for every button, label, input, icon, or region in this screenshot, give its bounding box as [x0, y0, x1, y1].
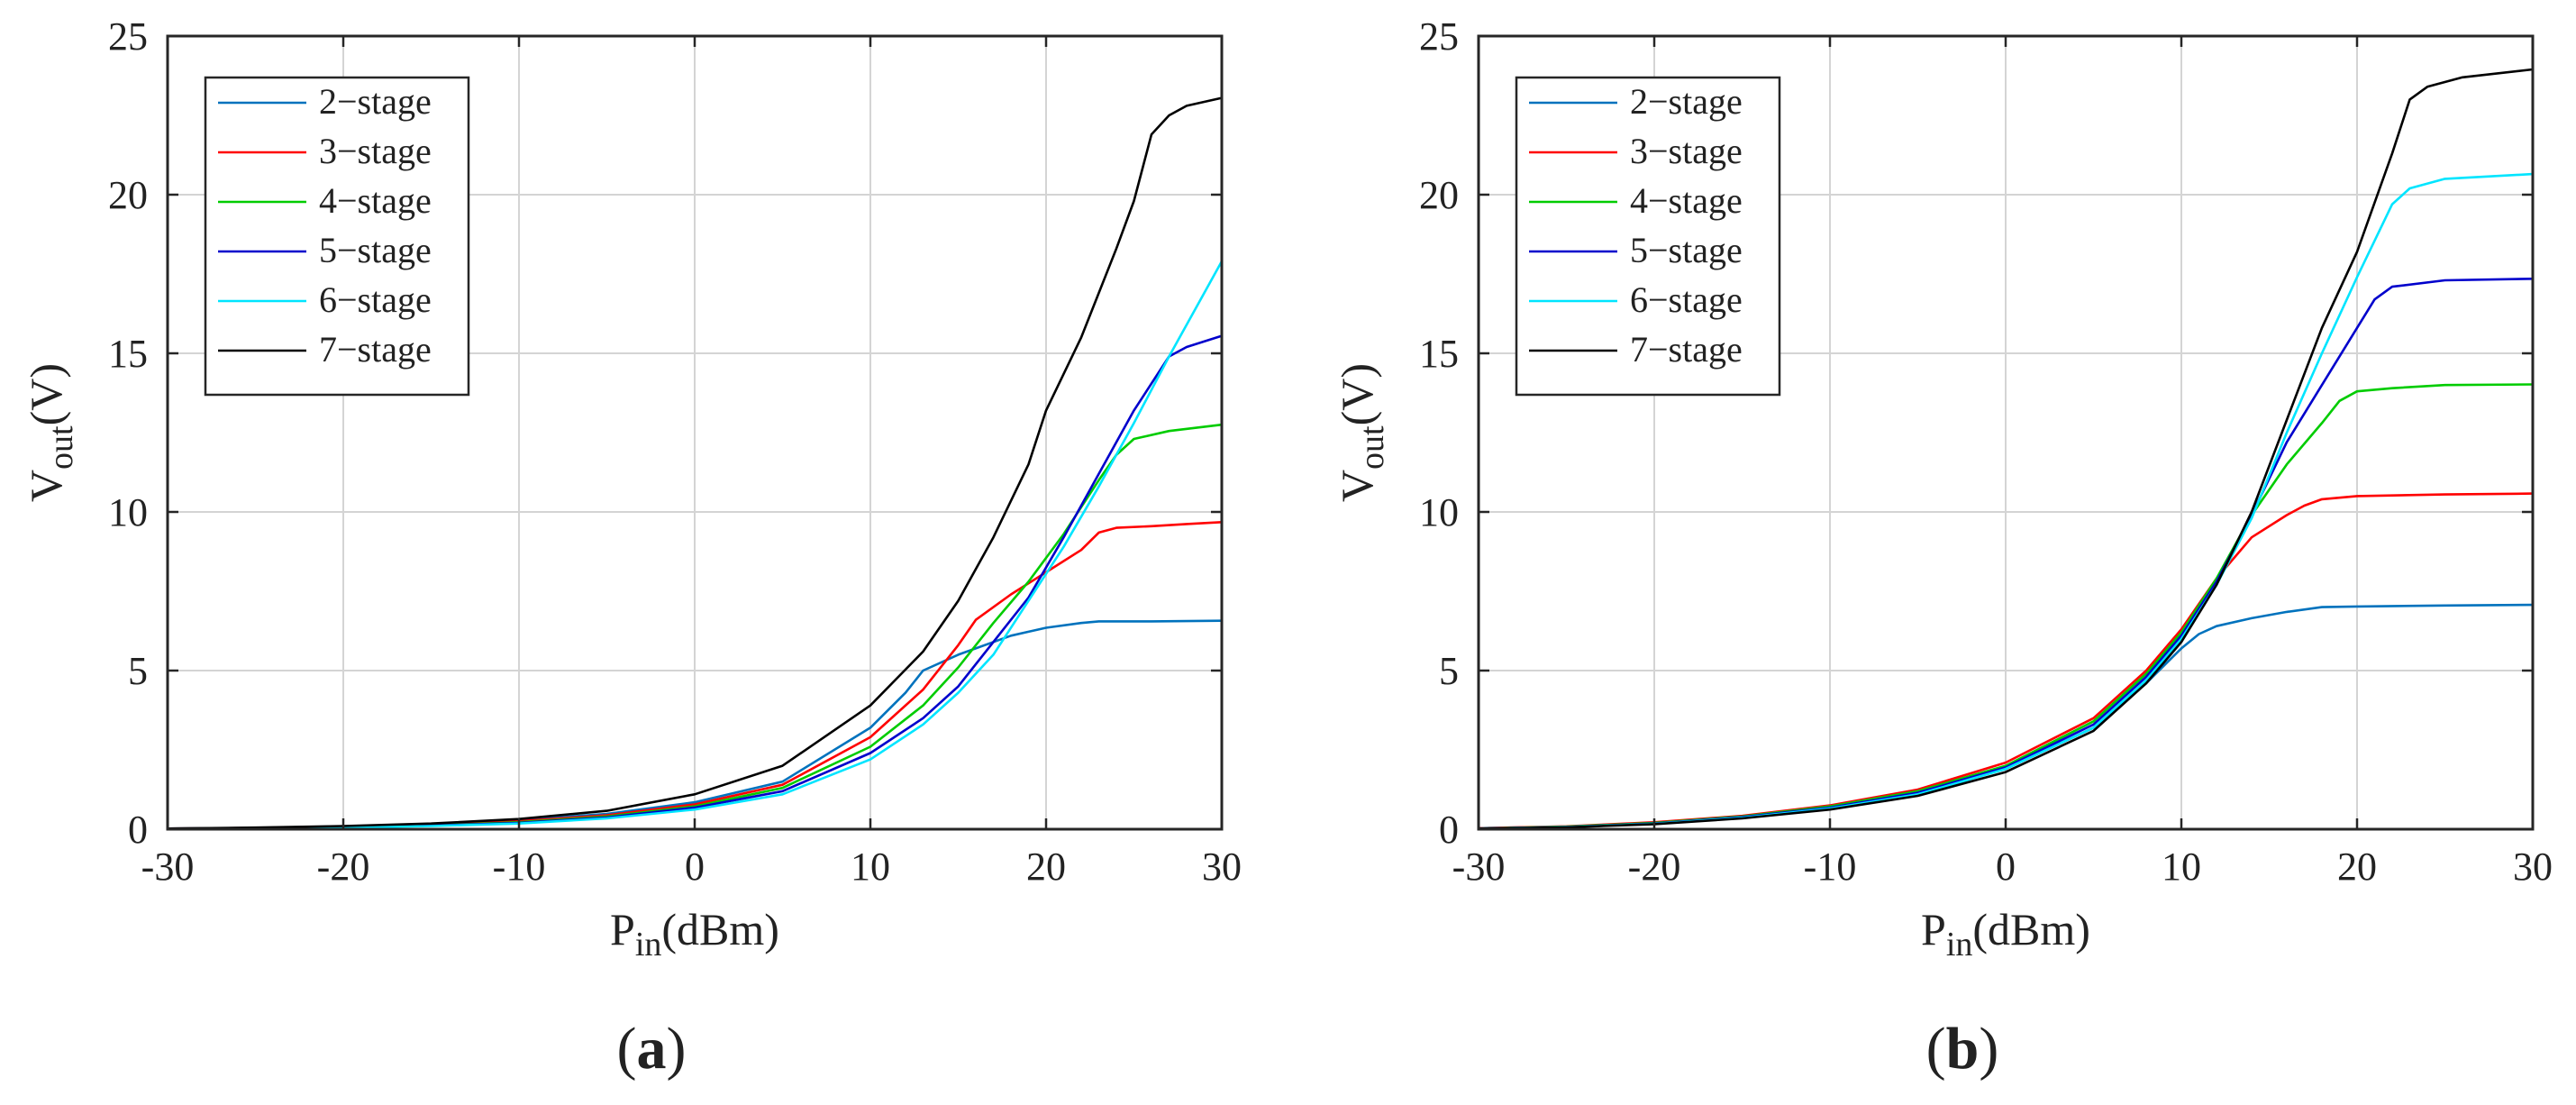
y-tick-label: 10	[1419, 490, 1459, 534]
y-tick-label: 15	[1419, 332, 1459, 376]
x-tick-label: 30	[1202, 845, 1242, 889]
legend-label: 2−stage	[1630, 81, 1743, 122]
y-tick-label: 10	[108, 490, 148, 534]
x-tick-label: -30	[1452, 845, 1506, 889]
series-lines	[1478, 68, 2534, 830]
y-tick-label: 20	[108, 173, 148, 217]
series-line-7-stage	[1478, 68, 2534, 830]
x-tick-label: 10	[2162, 845, 2201, 889]
y-tick-label: 5	[1439, 649, 1459, 693]
y-tick-label: 25	[108, 14, 148, 59]
x-tick-label: 20	[1026, 845, 1066, 889]
x-tick-label: -20	[317, 845, 370, 889]
y-tick-label: 0	[1439, 808, 1459, 852]
y-tick-label: 15	[108, 332, 148, 376]
legend-label: 5−stage	[319, 230, 432, 270]
panel-a: -30 -20 -10 0 10 20 30 0 5 10 15 20 25 Pin(dBm) Vou…	[21, 14, 1242, 1082]
legend-label: 7−stage	[1630, 329, 1743, 370]
panel-label: (a)	[617, 1016, 687, 1082]
x-axis-label: Pin(dBm)	[610, 904, 779, 963]
series-lines	[167, 96, 1224, 830]
x-tick-label: -30	[141, 845, 195, 889]
x-tick-labels: -30 -20 -10 0 10 20 30	[1452, 845, 2553, 889]
y-tick-labels: 0 5 10 15 20 25	[1419, 14, 1459, 852]
legend-box	[1515, 76, 1781, 397]
x-tick-label: 0	[685, 845, 705, 889]
legend-box	[204, 76, 470, 397]
x-tick-label: 30	[2513, 845, 2553, 889]
y-tick-label: 0	[128, 808, 148, 852]
x-tick-label: -20	[1628, 845, 1681, 889]
x-tick-label: -10	[1804, 845, 1857, 889]
legend: 2−stage 3−stage 4−stage 5−stage 6−stage 7−sta…	[1515, 76, 1781, 397]
legend-label: 2−stage	[319, 81, 432, 122]
legend-label: 4−stage	[319, 180, 432, 221]
y-tick-label: 25	[1419, 14, 1459, 59]
tick-marks	[166, 34, 1224, 831]
legend-label: 4−stage	[1630, 180, 1743, 221]
y-tick-label: 5	[128, 649, 148, 693]
y-tick-label: 20	[1419, 173, 1459, 217]
series-line-7-stage	[167, 96, 1223, 830]
legend-label: 5−stage	[1630, 230, 1743, 270]
legend: 2−stage 3−stage 4−stage 5−stage 6−stage 7−sta…	[204, 76, 470, 397]
x-tick-label: 20	[2337, 845, 2377, 889]
panel-label: (b)	[1926, 1016, 1999, 1082]
y-axis-label: Vout(V)	[21, 363, 80, 502]
series-line-6-stage	[167, 260, 1224, 830]
panel-b: -30 -20 -10 0 10 20 30 0 5 10 15 20 25 Pin(dBm) Vou…	[1332, 14, 2553, 1082]
legend-label: 6−stage	[1630, 279, 1743, 320]
x-tick-label: -10	[493, 845, 546, 889]
y-axis-label: Vout(V)	[1332, 363, 1391, 502]
x-tick-label: 0	[1996, 845, 2016, 889]
legend-label: 7−stage	[319, 329, 432, 370]
x-tick-labels: -30 -20 -10 0 10 20 30	[141, 845, 1242, 889]
x-axis-label: Pin(dBm)	[1921, 904, 2090, 963]
x-tick-label: 10	[851, 845, 890, 889]
y-tick-labels: 0 5 10 15 20 25	[108, 14, 148, 852]
tick-marks	[1477, 34, 2535, 831]
legend-label: 6−stage	[319, 279, 432, 320]
legend-label: 3−stage	[1630, 131, 1743, 171]
legend-label: 3−stage	[319, 131, 432, 171]
